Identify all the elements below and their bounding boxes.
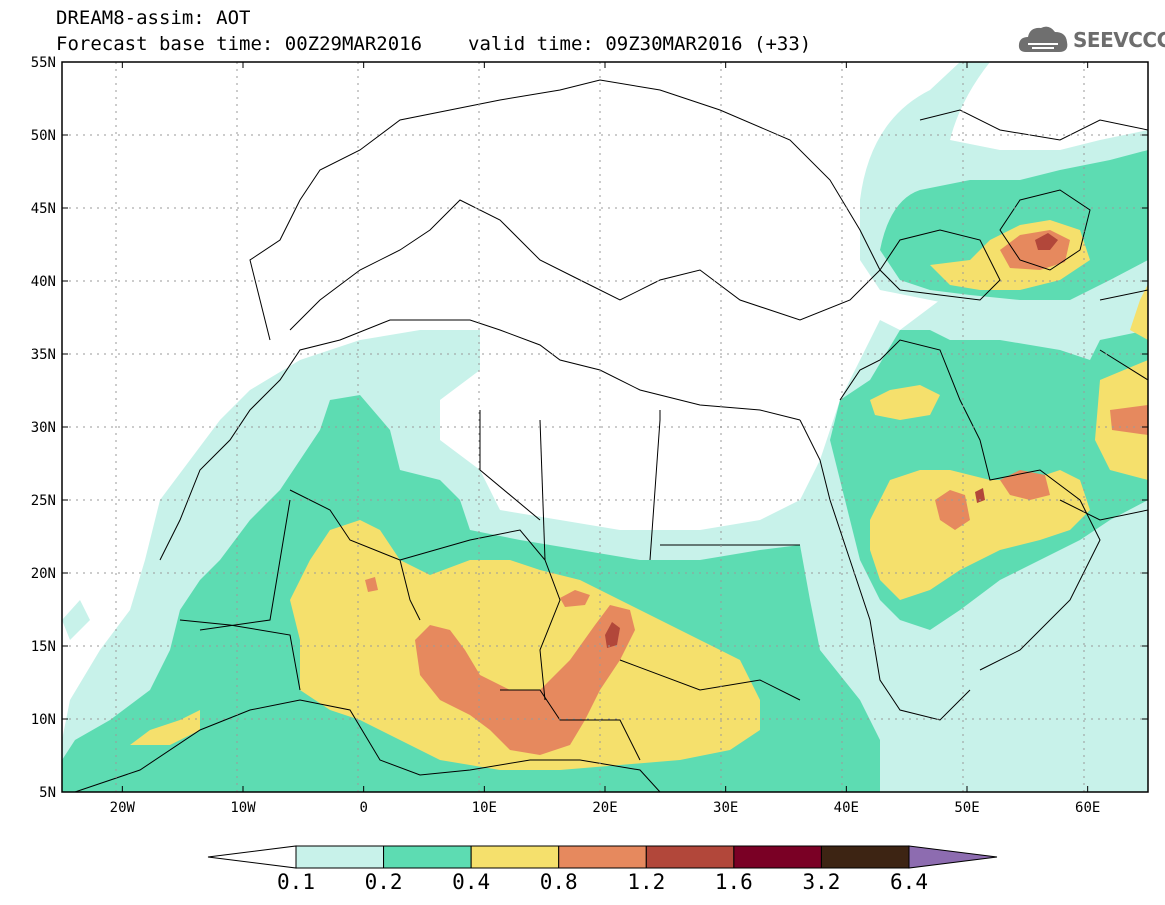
colorbar-swatch: [645, 845, 735, 869]
chart-subtitle: Forecast base time: 00Z29MAR2016 valid ti…: [56, 33, 811, 55]
latitude-labels: 55N 50N 45N 40N 35N 30N 25N 20N 15N 10N 5N: [31, 55, 56, 801]
colorbar-swatch: [470, 845, 560, 869]
colorbar-level-label: 6.4: [890, 870, 928, 894]
axis-ticks: [62, 61, 1148, 793]
graticule: [62, 62, 1148, 792]
lat-label: 35N: [31, 347, 56, 363]
aot-field: [62, 62, 1148, 792]
cloud-icon: [1018, 26, 1068, 52]
aot-band-0.4: [130, 220, 1148, 770]
chart-title: DREAM8-assim: AOT: [56, 7, 251, 29]
colorbar-swatch: [295, 845, 385, 869]
logo-text: SEEVCCC: [1073, 28, 1165, 52]
lat-label: 10N: [31, 712, 56, 728]
colorbar-level-label: 0.8: [539, 870, 578, 894]
colorbar-level-label: 0.1: [277, 870, 315, 894]
lon-label: 20E: [592, 800, 617, 816]
lat-label: 40N: [31, 274, 56, 290]
colorbar-level-label: 0.2: [364, 870, 403, 894]
lat-label: 45N: [31, 201, 56, 217]
lon-label: 0: [359, 800, 367, 816]
seevccc-logo: SEEVCCC: [1018, 22, 1165, 58]
lon-label: 60E: [1075, 800, 1100, 816]
colorbar-level-label: 1.6: [714, 870, 753, 894]
colorbar-level-label: 1.2: [627, 870, 666, 894]
colorbar-swatch: [733, 845, 822, 869]
colorbar-swatch: [820, 845, 910, 869]
aot-band-1.2: [605, 233, 1058, 648]
lon-label: 30E: [713, 800, 738, 816]
base-time: Forecast base time: 00Z29MAR2016: [56, 33, 423, 55]
colorbar-swatch: [383, 845, 472, 869]
colorbar-level-label: 3.2: [802, 870, 841, 894]
lat-label: 20N: [31, 566, 56, 582]
lat-label: 5N: [39, 785, 56, 801]
colorbar-low-extend: [207, 845, 297, 869]
lon-label: 10W: [230, 800, 256, 816]
lat-label: 30N: [31, 420, 56, 436]
colorbar: [207, 845, 998, 869]
valid-time: valid time: 09Z30MAR2016 (+33): [468, 33, 812, 55]
longitude-labels: 20W 10W 0 10E 20E 30E 40E 50E 60E: [110, 800, 1101, 816]
lat-label: 55N: [31, 55, 56, 71]
lon-label: 50E: [954, 800, 979, 816]
lon-label: 10E: [472, 800, 497, 816]
colorbar-swatch: [558, 845, 647, 869]
lat-label: 25N: [31, 493, 56, 509]
lat-label: 15N: [31, 639, 56, 655]
lat-label: 50N: [31, 128, 56, 144]
colorbar-high-extend: [908, 845, 998, 869]
coastlines: [74, 79, 1148, 792]
lon-label: 40E: [834, 800, 859, 816]
lon-label: 20W: [110, 800, 136, 816]
colorbar-level-label: 0.4: [452, 870, 491, 894]
